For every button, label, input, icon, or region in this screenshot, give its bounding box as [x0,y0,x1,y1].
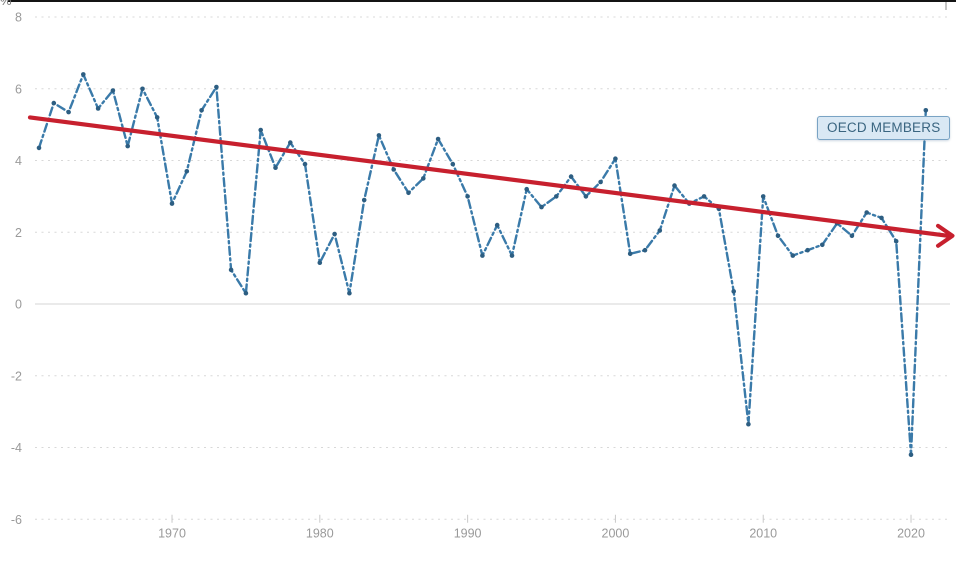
x-tick-label: 2020 [897,526,925,540]
data-point[interactable] [154,115,160,120]
data-point[interactable] [775,233,781,239]
y-tick-label: 2 [15,226,22,240]
data-point[interactable] [391,167,397,172]
data-point[interactable] [66,109,71,115]
data-point[interactable] [908,452,914,458]
y-tick-label: 6 [15,82,22,96]
data-point[interactable] [51,100,57,106]
data-point[interactable] [406,190,411,196]
data-point[interactable] [435,136,441,142]
data-point[interactable] [465,194,470,199]
data-point[interactable] [450,161,456,167]
data-point[interactable] [199,108,204,113]
axis-unit-partial-label: % [0,0,16,9]
data-point[interactable] [760,194,766,199]
data-point[interactable] [361,197,367,203]
data-point[interactable] [317,260,323,266]
data-point[interactable] [657,228,663,233]
data-point[interactable] [110,88,116,93]
y-tick-label: 4 [15,154,22,168]
data-point[interactable] [893,238,899,244]
data-point[interactable] [480,253,485,258]
data-point[interactable] [805,247,810,253]
data-point[interactable] [140,86,145,92]
data-point[interactable] [820,242,825,248]
data-point[interactable] [376,133,382,138]
data-point[interactable] [672,183,677,188]
data-point[interactable] [524,186,529,192]
top-border-line [8,0,956,2]
x-tick-label: 1980 [306,526,334,540]
data-point[interactable] [494,222,500,228]
data-line[interactable] [37,73,927,456]
right-axis-tick [945,2,947,10]
data-point[interactable] [332,231,337,237]
data-point[interactable] [347,290,352,296]
data-point[interactable] [790,253,796,258]
data-point[interactable] [273,165,278,170]
y-tick-label: -4 [11,441,22,455]
data-point[interactable] [36,145,42,151]
data-point[interactable] [879,215,884,221]
data-point[interactable] [421,176,426,181]
series-label-box[interactable]: OECD MEMBERS [817,116,951,140]
data-point[interactable] [243,290,249,296]
data-point[interactable] [81,72,86,77]
data-point[interactable] [509,253,515,258]
data-point[interactable] [95,106,101,111]
data-point[interactable] [568,174,574,179]
y-tick-label: 8 [15,11,22,25]
data-point[interactable] [214,84,219,90]
trend-line [27,115,951,238]
x-tick-label: 2000 [602,526,630,540]
data-point[interactable] [125,143,130,149]
x-tick-label: 2010 [749,526,777,540]
series-label-text: OECD MEMBERS [827,120,941,135]
data-point[interactable] [539,204,544,210]
data-point[interactable] [169,201,175,206]
y-tick-label: 0 [15,298,22,312]
data-point[interactable] [627,251,633,257]
data-point[interactable] [642,247,648,253]
data-point[interactable] [302,161,308,167]
data-point[interactable] [598,179,603,185]
data-point[interactable] [923,108,929,113]
trend-arrowhead-icon [936,223,955,248]
data-point[interactable] [731,289,736,294]
y-tick-label: -2 [11,369,22,383]
data-point[interactable] [258,127,264,133]
data-point[interactable] [288,140,293,145]
data-point[interactable] [849,233,855,239]
data-point[interactable] [746,421,751,427]
percent-glyph: % [0,0,12,8]
data-point[interactable] [228,267,234,273]
data-point[interactable] [554,194,559,199]
y-tick-label: -6 [11,513,22,527]
data-point[interactable] [864,210,869,215]
data-point[interactable] [184,169,190,174]
data-point[interactable] [701,194,707,199]
data-point[interactable] [613,156,618,161]
x-tick-label: 1970 [158,526,186,540]
x-tick-label: 1990 [454,526,482,540]
data-point[interactable] [583,194,589,199]
